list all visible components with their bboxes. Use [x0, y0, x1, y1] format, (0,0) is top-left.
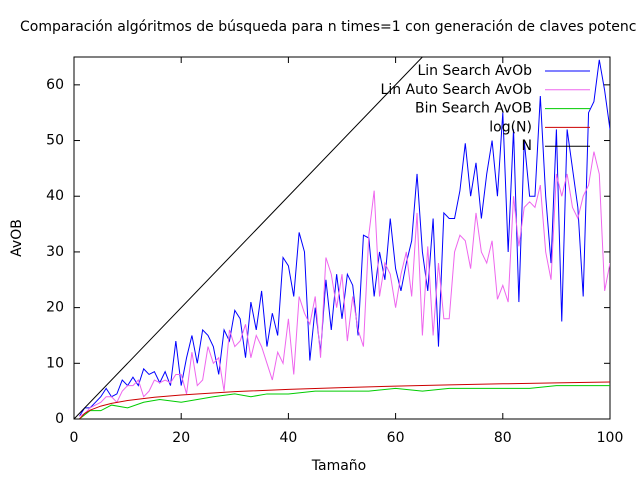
legend-label: Lin Auto Search AvOb [381, 82, 533, 98]
y-tick-label: 50 [46, 133, 64, 149]
y-tick-label: 60 [46, 77, 64, 93]
series-line [79, 385, 610, 419]
x-tick-label: 40 [279, 430, 297, 446]
x-tick-label: 60 [387, 430, 405, 446]
y-tick-label: 40 [46, 188, 64, 204]
x-tick-label: 80 [494, 430, 512, 446]
x-tick-label: 100 [597, 430, 624, 446]
series-line [78, 59, 610, 417]
plot-area [74, 57, 610, 419]
x-axis-label: Tamaño [311, 458, 366, 474]
series-line [74, 57, 424, 419]
y-tick-label: 0 [55, 411, 64, 427]
legend-label: N [522, 138, 532, 154]
legend-label: Bin Search AvOB [415, 101, 532, 117]
series-line [78, 381, 610, 419]
series-line [79, 151, 610, 417]
legend-label: log(N) [489, 119, 532, 135]
chart-title: Comparación algóritmos de búsqueda para … [20, 19, 636, 35]
legend-label: Lin Search AvOb [417, 63, 532, 79]
y-tick-label: 10 [46, 355, 64, 371]
y-tick-label: 30 [46, 244, 64, 260]
x-tick-label: 20 [172, 430, 190, 446]
y-tick-label: 20 [46, 300, 64, 316]
y-axis-label: AvOB [9, 219, 25, 257]
x-tick-label: 0 [70, 430, 79, 446]
plot-border [73, 56, 611, 420]
